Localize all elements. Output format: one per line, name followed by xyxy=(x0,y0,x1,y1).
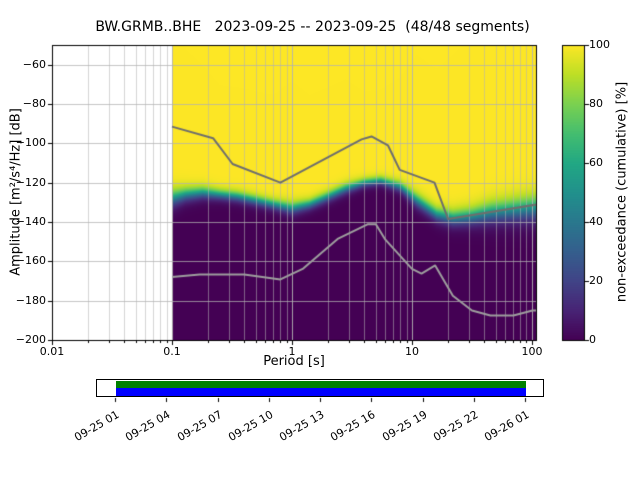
x-tick-label: 0.01 xyxy=(39,345,65,358)
y-tick-label: −200 xyxy=(15,333,46,346)
x-tick-label: 1 xyxy=(288,345,296,358)
colorbar-tick-label: 80 xyxy=(589,97,603,110)
x-tick-label: 0.1 xyxy=(163,345,181,358)
y-tick-label: −60 xyxy=(22,58,46,71)
x-axis-label: Period [s] xyxy=(263,354,325,369)
colorbar-tick-label: 100 xyxy=(589,38,610,51)
x-tick-label: 100 xyxy=(521,345,543,358)
colorbar-tick-label: 0 xyxy=(589,333,596,346)
colorbar-label: non-exceedance (cumulative) [%] xyxy=(614,81,630,303)
coverage-bar xyxy=(96,379,544,397)
y-tick-label: −100 xyxy=(15,136,46,149)
coverage-data-blue xyxy=(116,388,526,396)
y-tick-label: −120 xyxy=(15,176,46,189)
y-tick-label: −140 xyxy=(15,215,46,228)
y-tick-label: −80 xyxy=(22,97,46,110)
chart-title: BW.GRMB..BHE 2023-09-25 -- 2023-09-25 (4… xyxy=(95,19,530,35)
colorbar-tick-label: 20 xyxy=(589,274,603,287)
y-tick-label: −180 xyxy=(15,294,46,307)
colorbar-tick-label: 60 xyxy=(589,156,603,169)
coverage-data-green xyxy=(116,381,526,388)
x-tick-label: 10 xyxy=(405,345,419,358)
colorbar-tick-label: 40 xyxy=(589,215,603,228)
y-tick-label: −160 xyxy=(15,254,46,267)
y-axis-label: Amplitude [m²/s⁴/Hz] [dB] xyxy=(8,108,24,276)
